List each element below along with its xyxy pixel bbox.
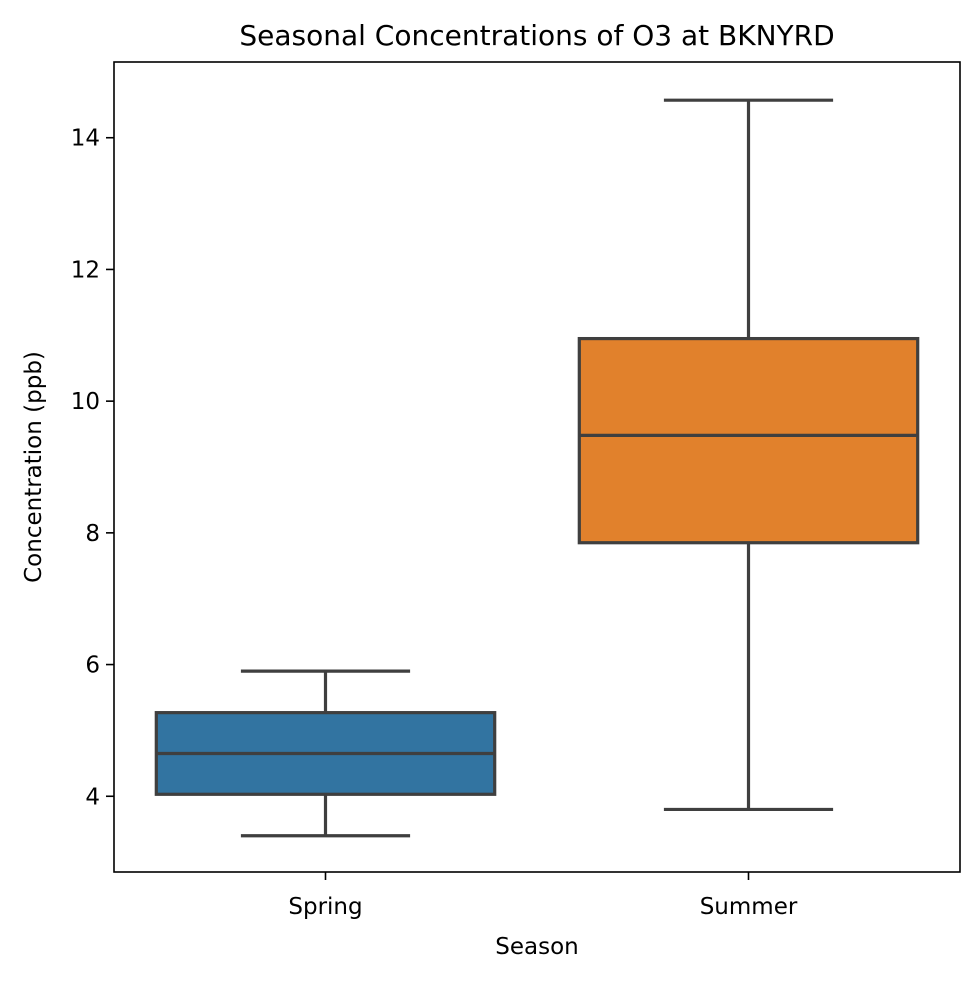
y-axis-label: Concentration (ppb) xyxy=(21,351,47,583)
box-group-spring xyxy=(154,669,497,838)
plot-frame xyxy=(113,61,961,873)
y-tick-label: 6 xyxy=(85,653,100,679)
box-summer xyxy=(577,336,920,545)
x-axis-label: Season xyxy=(495,934,578,960)
x-tick-label: Summer xyxy=(700,894,798,920)
y-tick-label: 4 xyxy=(85,784,100,810)
y-tick-label: 14 xyxy=(71,126,100,152)
plot-area xyxy=(154,98,920,838)
chart-title: Seasonal Concentrations of O3 at BKNYRD xyxy=(239,19,834,52)
x-tick-label: Spring xyxy=(288,894,362,920)
y-tick-label: 12 xyxy=(71,257,100,283)
box-group-summer xyxy=(577,98,920,812)
x-axis: Spring Summer xyxy=(288,872,798,920)
y-tick-label: 10 xyxy=(71,389,100,415)
y-axis: 4 6 8 10 12 14 xyxy=(71,126,114,810)
y-tick-label: 8 xyxy=(85,521,100,547)
